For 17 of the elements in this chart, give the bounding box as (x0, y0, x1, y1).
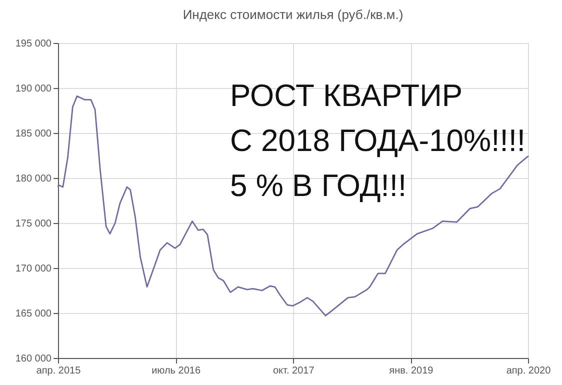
y-tick-label: 180 000 (15, 174, 52, 184)
annotation: С 2018 ГОДА-10%!!!! (230, 123, 526, 158)
y-tick-label: 175 000 (15, 218, 52, 230)
x-tick-label: апр. 2015 (36, 366, 82, 376)
chart-title: Индекс стоимости жилья (руб./кв.м.) (182, 7, 404, 22)
annotation: 5 % В ГОД!!! (230, 168, 407, 203)
y-tick-label: 160 000 (15, 354, 52, 364)
y-tick-label: 185 000 (15, 128, 52, 140)
x-tick-label: окт. 2017 (272, 366, 315, 376)
y-tick-label: 195 000 (15, 38, 52, 50)
y-tick-label: 190 000 (15, 84, 52, 94)
y-tick-label: 170 000 (15, 264, 52, 274)
x-tick-label: июль 2016 (152, 366, 201, 376)
y-tick-label: 165 000 (15, 308, 52, 320)
x-tick-label: янв. 2019 (389, 366, 434, 376)
annotation: РОСТ КВАРТИР (230, 78, 463, 113)
x-tick-label: апр. 2020 (506, 366, 552, 376)
